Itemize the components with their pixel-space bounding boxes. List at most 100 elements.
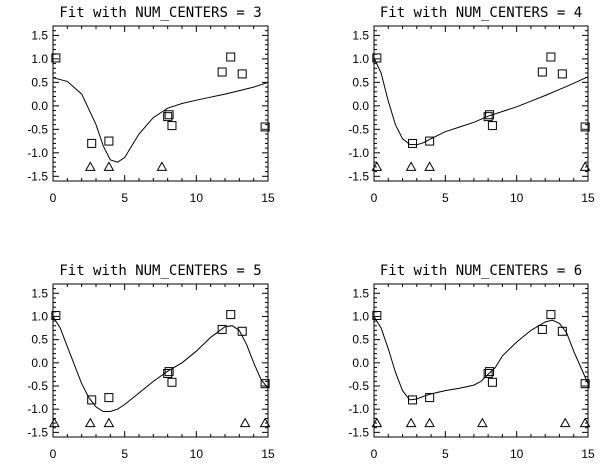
y-tick-label: 1.5 [31,28,48,42]
data-point-square [167,377,177,387]
data-point-square [557,69,567,79]
data-point-square [372,311,382,321]
y-tick-label: -1.5 [348,425,369,439]
chart-title: Fit with NUM_CENTERS = 3 [59,5,261,21]
y-tick-label: 1.0 [352,309,369,323]
y-tick-label: 0.5 [352,75,369,89]
x-tick-label: 0 [50,191,57,205]
data-point-square [485,367,495,377]
data-point-square [87,138,97,148]
y-tick-label: -0.5 [27,379,48,393]
y-tick-label: -1.5 [348,169,369,183]
center-point-triangle [371,417,383,428]
center-point-triangle [259,417,271,428]
y-tick-label: -1.5 [27,425,48,439]
y-tick-label: 0.5 [352,333,369,347]
y-tick-label: 0.0 [31,356,48,370]
data-point-square [104,136,114,146]
data-point-square [580,122,590,132]
data-point-square [237,69,247,79]
y-tick-label: 0.0 [31,99,48,113]
center-point-triangle [559,417,571,428]
plot-frame [52,25,269,182]
x-tick-label: 5 [121,447,128,461]
center-point-triangle [424,161,435,171]
x-tick-label: 10 [190,447,204,461]
y-tick-label: 1.5 [352,28,369,42]
x-tick-label: 15 [581,447,595,461]
y-tick-label: -0.5 [27,122,48,136]
data-point-square [163,112,173,122]
data-point-square [226,310,236,320]
y-tick-label: -0.5 [348,379,369,393]
center-point-triangle [84,161,96,171]
center-point-triangle [49,417,60,428]
plot-frame [52,283,269,438]
center-point-triangle [405,417,417,428]
y-tick-label: 1.0 [31,52,48,66]
y-tick-label: -0.5 [348,122,369,136]
chart-title: Fit with NUM_CENTERS = 4 [380,5,582,21]
chart-title: Fit with NUM_CENTERS = 5 [59,263,261,279]
chart-panel-2: Fit with NUM_CENTERS = 4 0 5 10 15 1.5 1.0 0.5 0… [348,5,595,205]
y-tick-label: -1.5 [27,169,48,183]
x-tick-label: 5 [442,447,449,461]
center-point-triangle [84,417,96,428]
data-point-square [164,367,174,377]
x-tick-label: 5 [442,191,449,205]
y-tick-label: 0.0 [352,99,369,113]
chart-panel-3: Fit with NUM_CENTERS = 5 0 5 10 15 1.5 1.0 0.5 0… [27,263,275,461]
y-tick-label: 1.5 [31,286,48,300]
y-tick-label: -1.0 [348,402,369,416]
chart-panel-4: Fit with NUM_CENTERS = 6 0 5 10 15 1.5 1.0 0.5 0… [348,263,595,461]
data-point-square [217,324,227,334]
y-tick-label: 0.5 [31,333,48,347]
data-point-square [104,393,114,403]
data-point-square [546,52,556,62]
data-point-square [260,122,270,132]
fit-curve [52,316,269,412]
fit-curve [52,77,269,163]
chart-title: Fit with NUM_CENTERS = 6 [380,263,582,279]
fit-curve [373,57,589,146]
plot-frame [373,25,589,182]
data-point-square [425,393,435,403]
x-tick-label: 0 [371,447,378,461]
data-point-square [51,311,61,321]
data-point-square [580,379,590,389]
data-point-square [164,110,174,120]
center-point-triangle [579,161,591,171]
y-tick-label: -1.0 [27,146,48,160]
y-tick-label: 1.0 [31,309,48,323]
data-point-square [217,67,227,77]
x-tick-label: 10 [190,191,204,205]
data-point-square [226,52,236,62]
data-point-square [408,138,418,148]
data-point-square [546,310,556,320]
data-point-square [483,368,493,378]
fit-curve [373,316,589,401]
x-tick-label: 15 [261,191,275,205]
center-point-triangle [424,417,435,428]
x-tick-label: 10 [510,447,524,461]
data-point-square [487,377,497,387]
data-point-square [483,112,493,122]
data-point-square [260,379,270,389]
data-point-square [487,121,497,131]
data-point-square [537,67,547,77]
data-point-square [537,324,547,334]
data-point-square [87,395,97,405]
x-tick-label: 5 [121,191,128,205]
center-point-triangle [239,417,251,428]
x-tick-label: 10 [510,191,524,205]
center-point-triangle [477,417,488,428]
center-point-triangle [405,161,417,171]
y-tick-label: -1.0 [348,146,369,160]
y-tick-label: -1.0 [27,402,48,416]
y-tick-label: 1.0 [352,52,369,66]
center-point-triangle [103,161,115,171]
data-point-square [51,53,61,63]
chart-panel-1: Fit with NUM_CENTERS = 3 0 5 10 15 1.5 1.0 0.5 0… [27,5,275,205]
y-tick-label: 0.5 [31,75,48,89]
